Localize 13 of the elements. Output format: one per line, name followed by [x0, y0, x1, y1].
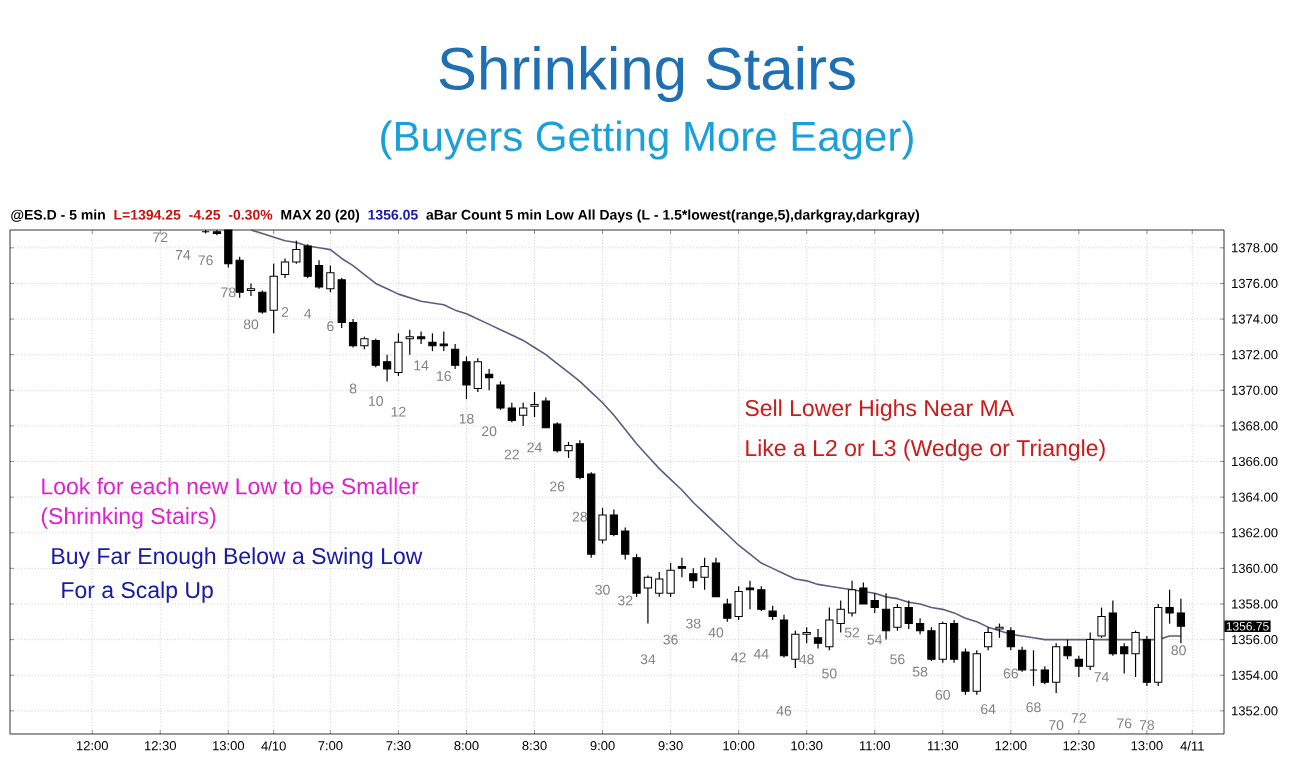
chart-subtitle: (Buyers Getting More Eager) [381, 120, 913, 160]
candlestick [677, 557, 687, 578]
annotation: Buy Far Enough Below a Swing Low [52, 547, 423, 569]
chart-title: Shrinking Stairs [439, 46, 855, 102]
annotation: Look for each new Low to be Smaller [42, 477, 419, 495]
candlestick [984, 626, 993, 651]
annotation: Like a L2 or L3 (Wedge or Triangle) [746, 439, 1105, 461]
annotation: Sell Lower Highs Near MA [745, 399, 1014, 421]
annotation: (Shrinking Stairs) [41, 507, 216, 529]
annotation: For a Scalp Up [62, 581, 213, 603]
candlestick [1018, 646, 1027, 673]
candlestick [1029, 649, 1038, 687]
candlestick [1006, 626, 1015, 651]
